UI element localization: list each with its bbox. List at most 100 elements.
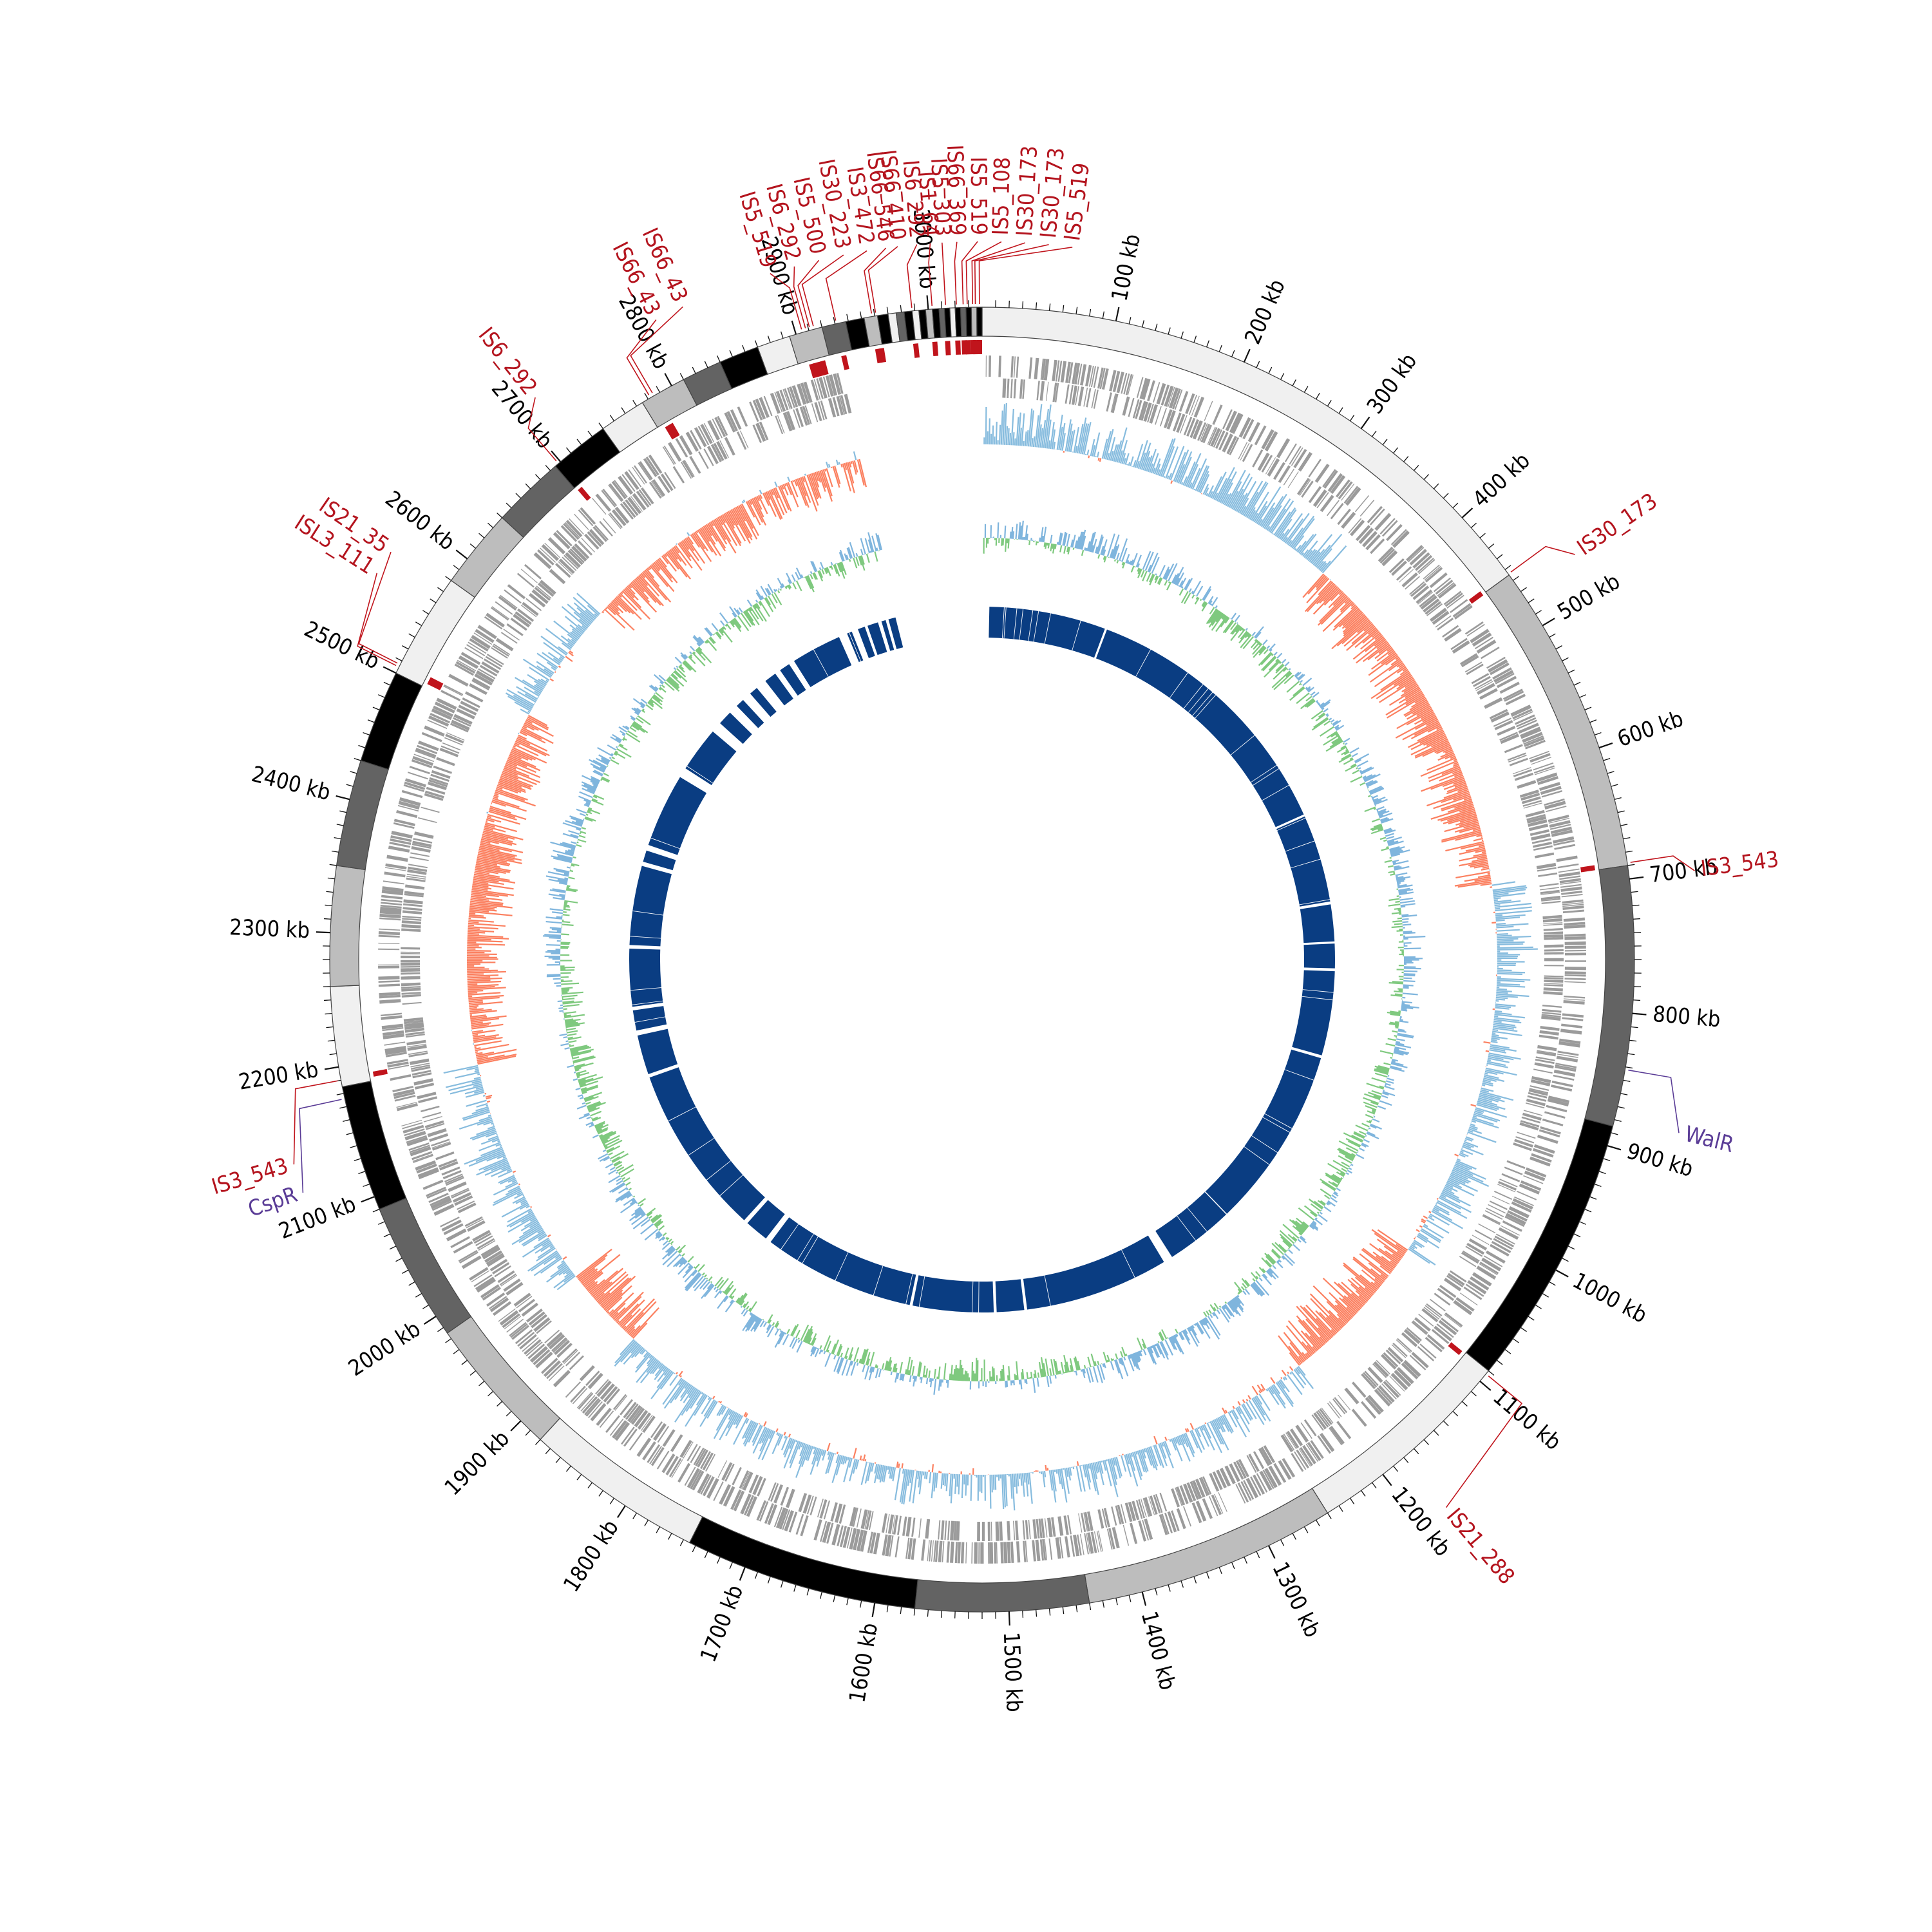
major-tick: [510, 1420, 522, 1432]
minor-tick: [1089, 308, 1092, 316]
minor-tick: [679, 1539, 684, 1546]
is-element-leader: [801, 254, 844, 327]
minor-tick: [1627, 1053, 1635, 1056]
gc-content-above: [542, 520, 1426, 1395]
major-tick: [1479, 1380, 1492, 1391]
minor-tick: [445, 576, 451, 581]
is-element-leader: [942, 242, 947, 305]
minor-tick: [1256, 1551, 1260, 1558]
minor-tick: [478, 533, 485, 538]
minor-tick: [1535, 610, 1542, 615]
is-element-leader: [1630, 855, 1695, 871]
contig-segment: [965, 307, 972, 337]
minor-tick: [1244, 1557, 1247, 1564]
minor-tick: [1338, 407, 1343, 414]
major-tick: [1542, 618, 1555, 627]
minor-tick: [358, 744, 366, 748]
minor-tick: [1470, 522, 1477, 528]
position-tick-label: 2200 kb: [237, 1057, 321, 1095]
minor-tick: [1327, 1512, 1332, 1519]
is-element-mark: [1580, 865, 1595, 873]
homology-block: [1155, 1049, 1321, 1257]
minor-tick: [1433, 483, 1439, 489]
minor-tick: [644, 392, 649, 400]
minor-tick: [445, 1338, 451, 1343]
minor-tick: [565, 447, 571, 454]
minor-tick: [1280, 1539, 1285, 1546]
is-element-leader: [357, 573, 397, 667]
position-tick-label: 500 kb: [1553, 569, 1625, 625]
contig-segment: [360, 672, 423, 770]
minor-tick: [806, 323, 810, 331]
position-ticks: [316, 295, 1647, 1626]
minor-tick: [377, 1221, 385, 1225]
is-element-mark: [820, 360, 829, 375]
major-tick: [871, 1602, 876, 1618]
minor-tick: [323, 999, 331, 1001]
minor-tick: [1193, 1576, 1197, 1584]
minor-tick: [383, 681, 391, 686]
minor-tick: [1423, 474, 1430, 480]
minor-tick: [1614, 797, 1622, 800]
minor-tick: [395, 657, 402, 661]
major-tick: [316, 931, 330, 934]
position-tick-label: 1700 kb: [696, 1582, 749, 1666]
is-element-mark: [977, 339, 982, 355]
minor-tick: [1155, 1588, 1158, 1596]
minor-tick: [1535, 1304, 1542, 1309]
minor-tick: [1631, 891, 1638, 893]
homology-block: [649, 1067, 765, 1220]
minor-tick: [1315, 1519, 1320, 1527]
minor-tick: [453, 565, 460, 570]
minor-tick: [326, 1026, 334, 1028]
minor-tick: [806, 1588, 810, 1596]
minor-tick: [1102, 311, 1105, 319]
minor-tick: [819, 320, 822, 328]
major-tick: [1632, 1012, 1647, 1016]
minor-tick: [1520, 587, 1527, 592]
minor-tick: [1567, 669, 1575, 674]
minor-tick: [469, 1370, 477, 1376]
is-element-label: IS30_173: [1012, 145, 1043, 237]
minor-tick: [535, 474, 541, 480]
is-element-mark: [809, 363, 818, 379]
is-element-track: [372, 339, 1595, 1356]
position-tick-label: 600 kb: [1614, 706, 1687, 752]
minor-tick: [402, 1269, 409, 1274]
minor-tick: [1594, 1184, 1602, 1188]
is-element-label: IS30_173: [1573, 488, 1662, 561]
minor-tick: [545, 1448, 551, 1454]
homology-block: [858, 627, 875, 658]
minor-tick: [1180, 1580, 1184, 1588]
major-tick: [324, 1066, 339, 1070]
minor-tick: [1589, 1196, 1597, 1200]
minor-tick: [1633, 918, 1641, 920]
homology-block: [750, 688, 777, 717]
position-tick-label: 1000 kb: [1568, 1267, 1651, 1329]
minor-tick: [1607, 771, 1615, 774]
minor-tick: [1528, 1316, 1535, 1321]
minor-tick: [506, 502, 512, 509]
gene-leader: [299, 1099, 342, 1193]
minor-tick: [535, 1439, 541, 1445]
minor-tick: [632, 400, 638, 407]
minor-tick: [1513, 576, 1519, 581]
major-tick: [926, 295, 929, 310]
minor-tick: [430, 598, 437, 603]
is-element-leader: [1445, 1376, 1523, 1508]
minor-tick: [545, 465, 551, 471]
minor-tick: [1623, 1079, 1631, 1083]
homology-block: [1095, 629, 1304, 828]
minor-tick: [1218, 345, 1222, 352]
minor-tick: [1562, 1258, 1569, 1262]
homology-block: [793, 637, 852, 687]
is-element-leader: [954, 242, 958, 305]
is-element-mark: [945, 341, 951, 355]
minor-tick: [1268, 366, 1273, 374]
minor-tick: [350, 1145, 357, 1148]
minor-tick: [1218, 1567, 1222, 1575]
major-tick: [1115, 307, 1120, 321]
is-element-mark: [578, 486, 591, 501]
minor-tick: [886, 307, 889, 314]
minor-tick: [372, 1209, 380, 1213]
